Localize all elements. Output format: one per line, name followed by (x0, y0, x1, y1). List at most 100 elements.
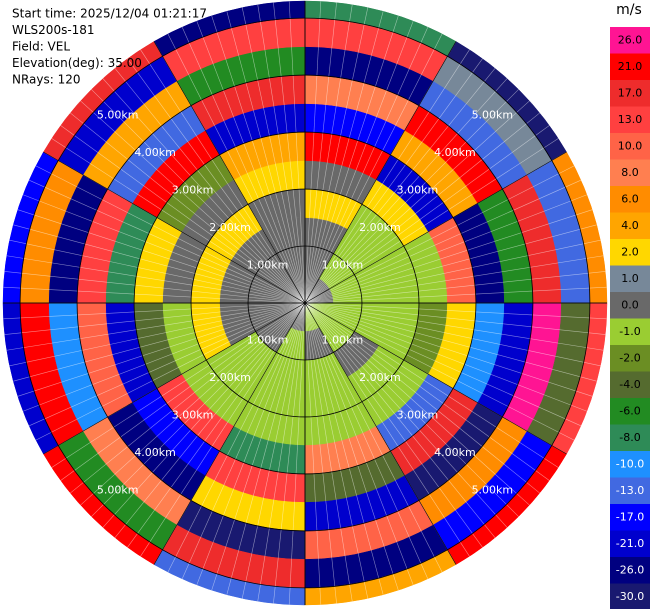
ray-gap (167, 302, 306, 573)
ray-gap (304, 58, 483, 304)
colorbar-unit: m/s (616, 2, 642, 18)
info-line: Elevation(deg): 35.00 (12, 56, 142, 70)
ray-gap (17, 209, 306, 304)
ray-gap (304, 2, 337, 304)
colorbar-label: 1.0 (621, 272, 639, 285)
colorbar-swatch (610, 318, 650, 345)
range-ring-label: 1.00km (322, 259, 364, 272)
ray-gap (304, 209, 593, 304)
ray-gap (257, 302, 306, 602)
colorbar-swatch (610, 345, 650, 372)
ray-gap (304, 302, 604, 351)
colorbar-label: -4.0 (619, 378, 640, 391)
info-line: Field: VEL (12, 40, 70, 54)
colorbar-swatch (610, 292, 650, 319)
ray-gap (35, 165, 306, 304)
ray-gap (304, 302, 353, 602)
azimuth-line (43, 302, 306, 455)
ray-gap (304, 302, 588, 412)
ray-gap (181, 26, 306, 304)
ray-gap (304, 302, 601, 367)
colorbar-swatch (610, 239, 650, 266)
colorbar-label: 0.0 (621, 298, 639, 311)
colorbar-swatch (610, 583, 650, 609)
ray-gap (211, 15, 306, 304)
colorbar-label: 13.0 (618, 113, 643, 126)
colorbar-swatch (610, 265, 650, 292)
ray-gap (51, 138, 306, 304)
ray-gap (102, 302, 306, 528)
ray-gap (304, 302, 593, 397)
ray-gap (273, 302, 306, 604)
ray-gap (304, 302, 384, 595)
ray-gap (91, 302, 306, 517)
ray-gap (304, 4, 353, 304)
ray-gap (211, 302, 306, 591)
ray-gap (304, 112, 540, 304)
ray-gap (304, 49, 470, 304)
info-line: NRays: 120 (12, 73, 81, 87)
colorbar-swatch (610, 80, 650, 107)
ray-gap (304, 125, 550, 304)
colorbar-label: -26.0 (616, 563, 644, 576)
range-ring-label: 2.00km (209, 221, 251, 234)
ray-gap (304, 302, 429, 580)
colorbar-swatch (610, 477, 650, 504)
ray-gap (304, 224, 597, 304)
colorbar-swatch (610, 186, 650, 213)
range-ring-label: 5.00km (97, 483, 139, 496)
ray-gap (9, 239, 306, 304)
colorbar-swatch (610, 27, 650, 54)
ray-gap (28, 302, 306, 427)
colorbar-label: 8.0 (621, 166, 639, 179)
ray-gap (304, 255, 604, 304)
colorbar-label: -13.0 (616, 484, 644, 497)
ray-gap (288, 302, 306, 605)
colorbar-label: -17.0 (616, 510, 644, 523)
colorbar-swatch (610, 133, 650, 160)
ray-gap (304, 302, 483, 548)
ray-gap (304, 302, 540, 494)
ray-gap (3, 286, 306, 304)
colorbar-swatch (610, 504, 650, 531)
ray-gap (304, 302, 606, 335)
range-ring-label: 1.00km (247, 333, 289, 346)
colorbar-label: -6.0 (619, 404, 640, 417)
ray-gap (304, 20, 414, 304)
colorbar-label: -21.0 (616, 537, 644, 550)
ray-gap (304, 302, 597, 382)
ray-gap (140, 302, 306, 557)
range-ring-label: 2.00km (359, 221, 401, 234)
ray-gap (91, 89, 306, 304)
ray-gap (304, 302, 337, 604)
ray-gap (304, 271, 606, 304)
colorbar-label: 10.0 (618, 139, 643, 152)
ray-gap (6, 302, 306, 351)
range-ring-label: 4.00km (134, 146, 176, 159)
ray-gap (304, 302, 496, 538)
ray-gap (304, 302, 414, 586)
ray-gap (304, 302, 519, 517)
ray-gap (3, 302, 306, 320)
ray-gap (304, 302, 322, 605)
ray-gap (304, 1, 322, 304)
colorbar-label: -10.0 (616, 457, 644, 470)
azimuth-line (304, 302, 567, 455)
range-ring-label: 1.00km (322, 333, 364, 346)
ray-gap (273, 2, 306, 304)
range-ring-label: 2.00km (359, 371, 401, 384)
ray-gap (80, 100, 306, 304)
info-block: Start time: 2025/12/04 01:21:17 WLS200s-1… (12, 7, 207, 87)
ray-gap (241, 302, 306, 599)
range-ring (247, 245, 363, 361)
ray-gap (304, 302, 582, 427)
ray-gap (304, 302, 443, 573)
ray-gap (102, 78, 306, 304)
ray-gap (304, 302, 550, 481)
range-ring-label: 5.00km (472, 109, 514, 122)
ray-gap (304, 33, 443, 304)
ray-gap (181, 302, 306, 580)
ray-gap (22, 302, 306, 412)
ray-gap (304, 302, 530, 506)
azimuth-line (153, 302, 306, 565)
